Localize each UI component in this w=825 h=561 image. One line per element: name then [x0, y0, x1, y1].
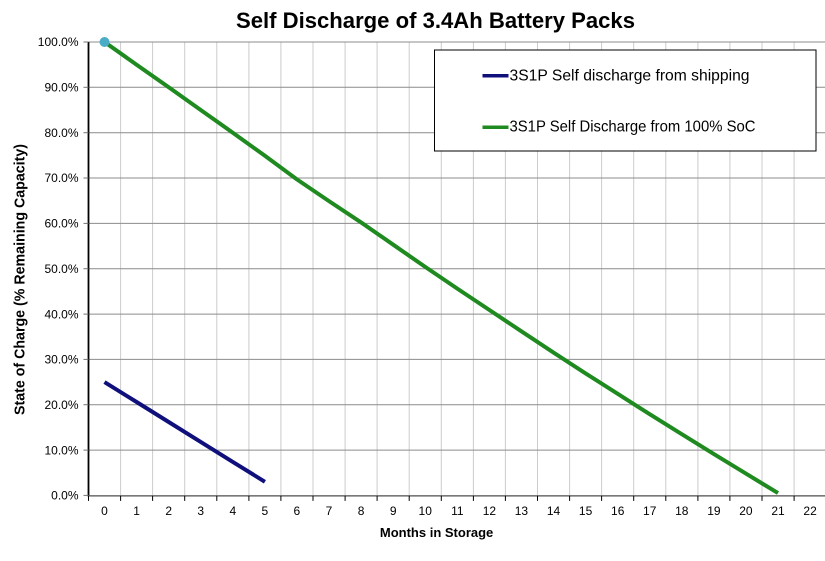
svg-text:2: 2 [165, 504, 172, 518]
svg-text:70.0%: 70.0% [44, 171, 78, 185]
svg-text:60.0%: 60.0% [44, 217, 78, 231]
svg-text:21: 21 [771, 504, 785, 518]
svg-text:9: 9 [390, 504, 397, 518]
svg-text:30.0%: 30.0% [44, 353, 78, 367]
svg-text:19: 19 [707, 504, 721, 518]
svg-text:5: 5 [262, 504, 269, 518]
svg-text:10: 10 [419, 504, 433, 518]
svg-text:Self Discharge of 3.4Ah Batter: Self Discharge of 3.4Ah Battery Packs [236, 8, 635, 33]
svg-text:18: 18 [675, 504, 689, 518]
svg-text:14: 14 [547, 504, 561, 518]
svg-text:40.0%: 40.0% [44, 307, 78, 321]
svg-text:3S1P Self Discharge from 100%: 3S1P Self Discharge from 100% SoC [510, 119, 756, 136]
svg-text:8: 8 [358, 504, 365, 518]
svg-text:3: 3 [197, 504, 204, 518]
svg-text:4: 4 [229, 504, 236, 518]
svg-text:11: 11 [451, 504, 464, 518]
svg-text:0: 0 [101, 504, 108, 518]
svg-text:90.0%: 90.0% [44, 81, 78, 95]
svg-text:7: 7 [326, 504, 333, 518]
svg-text:15: 15 [579, 504, 593, 518]
svg-text:3S1P Self discharge from shipp: 3S1P Self discharge from shipping [510, 68, 750, 85]
svg-text:16: 16 [611, 504, 625, 518]
svg-text:1: 1 [133, 504, 140, 518]
svg-text:22: 22 [803, 504, 817, 518]
svg-text:0.0%: 0.0% [51, 489, 79, 503]
svg-text:6: 6 [294, 504, 301, 518]
svg-text:10.0%: 10.0% [44, 443, 78, 457]
svg-text:Months in Storage: Months in Storage [380, 525, 493, 540]
svg-text:20: 20 [739, 504, 753, 518]
svg-text:13: 13 [515, 504, 529, 518]
svg-text:State of Charge (% Remaining C: State of Charge (% Remaining Capacity) [13, 144, 29, 415]
svg-text:100.0%: 100.0% [38, 35, 79, 49]
svg-text:80.0%: 80.0% [44, 126, 78, 140]
svg-text:17: 17 [643, 504, 657, 518]
svg-text:50.0%: 50.0% [44, 262, 78, 276]
svg-text:20.0%: 20.0% [44, 398, 78, 412]
svg-text:12: 12 [483, 504, 497, 518]
